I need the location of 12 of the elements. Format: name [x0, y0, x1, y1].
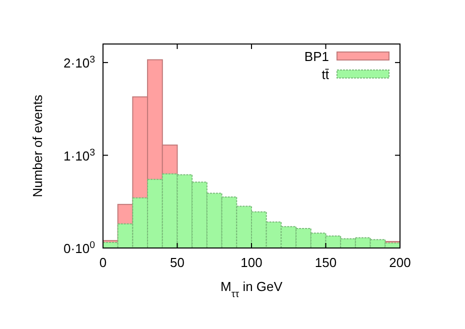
legend-label: BP1 [304, 49, 329, 64]
y-tick-label: 2·10$^{3}$ [64, 54, 95, 71]
legend-label: tt̄ [322, 67, 330, 82]
x-tick-label: 0 [99, 255, 107, 270]
y-tick-label: 0·10$^{0}$ [64, 240, 96, 256]
x-tick-label: 100 [240, 255, 262, 270]
x-axis-title: M$_{ττ}$ in GeV [220, 279, 283, 300]
x-tick-label: 200 [389, 255, 411, 270]
y-tick-label: 1·10$^{3}$ [64, 146, 95, 164]
x-tick-label: 150 [314, 255, 337, 270]
y-axis-title: Number of events [30, 94, 45, 198]
x-tick-label: 50 [170, 255, 184, 270]
